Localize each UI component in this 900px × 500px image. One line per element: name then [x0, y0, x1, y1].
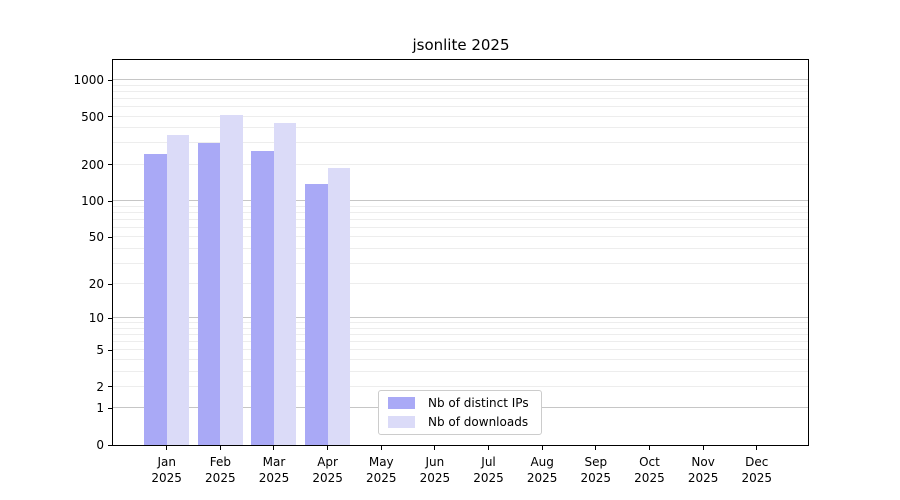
y-axis-tick-label: 2	[96, 379, 104, 394]
minor-gridline	[113, 283, 808, 285]
minor-gridline	[113, 115, 808, 117]
bar-distinct-ips-mar	[251, 151, 274, 445]
minor-gridline	[113, 358, 808, 360]
minor-gridline	[113, 218, 808, 220]
y-axis-tick	[108, 407, 112, 409]
major-gridline	[113, 200, 808, 202]
x-axis-tick	[219, 446, 221, 450]
x-axis-tick	[648, 446, 650, 450]
minor-gridline	[113, 236, 808, 238]
chart-title: jsonlite 2025	[412, 36, 510, 54]
bar-distinct-ips-apr	[305, 183, 328, 445]
bar-distinct-ips-jan	[144, 154, 167, 445]
minor-gridline	[113, 142, 808, 144]
minor-gridline	[113, 205, 808, 207]
x-axis-tick-label: Sep 2025	[580, 455, 612, 485]
x-axis-tick	[702, 446, 704, 450]
y-axis-tick	[108, 386, 112, 388]
x-axis-tick-label: Feb 2025	[205, 455, 236, 485]
y-axis-tick	[108, 79, 112, 81]
x-axis-tick-label: Apr 2025	[312, 455, 343, 485]
x-axis-tick	[434, 446, 436, 450]
x-axis-tick-label: Jan 2025	[151, 455, 182, 485]
minor-gridline	[113, 105, 808, 107]
legend-label-distinct-ips: Nb of distinct IPs	[428, 396, 529, 410]
x-axis-tick-label: Mar 2025	[258, 455, 290, 485]
y-axis-tick	[108, 444, 112, 446]
legend-swatch-distinct-ips	[388, 397, 415, 409]
y-axis-tick-label: 500	[81, 109, 104, 124]
major-gridline	[113, 79, 808, 80]
x-axis-tick	[541, 446, 543, 450]
y-axis-tick-label: 200	[81, 157, 104, 172]
x-axis-tick	[488, 446, 490, 450]
y-axis-tick-label: 20	[88, 277, 104, 292]
bar-downloads-apr	[327, 167, 351, 445]
minor-gridline	[113, 97, 808, 99]
x-axis-tick-label: Jul 2025	[473, 455, 504, 485]
y-axis-tick	[108, 236, 112, 238]
y-axis-tick-label: 50	[88, 230, 104, 245]
x-axis-tick	[380, 446, 382, 450]
minor-gridline	[113, 226, 808, 228]
y-axis-tick	[108, 164, 112, 166]
x-axis-tick-label: Jun 2025	[419, 455, 451, 485]
bar-downloads-mar	[273, 122, 297, 445]
y-axis-tick-label: 1000	[73, 73, 104, 87]
x-axis-tick	[273, 446, 275, 450]
y-axis-tick	[108, 116, 112, 118]
minor-gridline	[113, 334, 808, 336]
x-axis-tick	[595, 446, 597, 450]
minor-gridline	[113, 262, 808, 264]
y-axis-tick	[108, 200, 112, 202]
y-axis-tick-label: 5	[96, 343, 104, 358]
minor-gridline	[113, 247, 808, 249]
y-axis-tick-label: 0	[96, 438, 104, 452]
legend-swatch-downloads	[388, 416, 415, 428]
minor-gridline	[113, 90, 808, 92]
bar-downloads-feb	[220, 115, 243, 445]
x-axis-tick	[756, 446, 758, 450]
legend-entry-downloads: Nb of downloads	[388, 415, 541, 429]
minor-gridline	[113, 341, 808, 343]
minor-gridline	[113, 349, 808, 351]
legend-label-downloads: Nb of downloads	[428, 415, 529, 429]
major-gridline	[113, 317, 808, 319]
x-axis-tick-label: Dec 2025	[741, 455, 772, 485]
x-axis-tick-label: Aug 2025	[526, 455, 558, 485]
bar-distinct-ips-feb	[197, 143, 221, 445]
minor-gridline	[113, 163, 808, 165]
bar-downloads-jan	[166, 135, 190, 445]
y-axis-tick-label: 100	[81, 194, 104, 209]
minor-gridline	[113, 327, 808, 329]
minor-gridline	[113, 127, 808, 129]
minor-gridline	[113, 385, 808, 387]
y-axis-tick	[108, 317, 112, 319]
x-axis-tick-label: Oct 2025	[634, 455, 665, 485]
y-axis-tick-label: 1	[96, 401, 104, 416]
y-axis-tick	[108, 283, 112, 285]
minor-gridline	[113, 211, 808, 213]
y-axis-tick-label: 10	[88, 311, 104, 326]
legend: Nb of distinct IPs Nb of downloads	[378, 390, 542, 435]
minor-gridline	[113, 322, 808, 324]
x-axis-tick	[166, 446, 168, 450]
minor-gridline	[113, 370, 808, 372]
minor-gridline	[113, 84, 808, 86]
y-axis-tick	[108, 349, 112, 351]
x-axis-tick-label: Nov 2025	[687, 455, 719, 485]
plot-area: 0 1 2 5 10 20 50 100 200 500 1000 Jan 2025 Feb 2025 M…	[73, 59, 809, 485]
x-axis-tick-label: May 2025	[365, 455, 397, 485]
legend-entry-distinct-ips: Nb of distinct IPs	[388, 396, 541, 410]
x-axis-tick	[327, 446, 329, 450]
